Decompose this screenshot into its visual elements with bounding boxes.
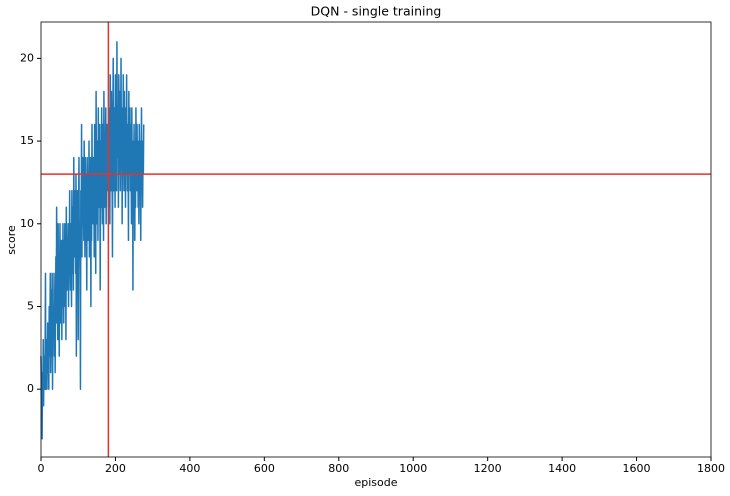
x-tick-label: 1800 xyxy=(697,462,725,475)
y-tick-label: 5 xyxy=(27,299,34,312)
x-tick-label: 0 xyxy=(38,462,45,475)
y-axis-label: score xyxy=(5,225,18,255)
x-tick-label: 1400 xyxy=(548,462,576,475)
y-tick-label: 15 xyxy=(20,134,34,147)
plot-frame xyxy=(40,21,712,458)
x-tick-label: 400 xyxy=(179,462,200,475)
line-series xyxy=(40,41,145,440)
x-tick-label: 800 xyxy=(328,462,349,475)
x-tick-label: 1200 xyxy=(474,462,502,475)
y-tick-label: 10 xyxy=(20,217,34,230)
x-tick-label: 1000 xyxy=(399,462,427,475)
y-tick-label: 20 xyxy=(20,51,34,64)
x-axis-label: episode xyxy=(354,476,397,489)
chart-title: DQN - single training xyxy=(311,4,442,19)
x-tick-label: 200 xyxy=(105,462,126,475)
x-tick-label: 1600 xyxy=(623,462,651,475)
x-tick-label: 600 xyxy=(254,462,275,475)
y-tick-label: 0 xyxy=(27,382,34,395)
